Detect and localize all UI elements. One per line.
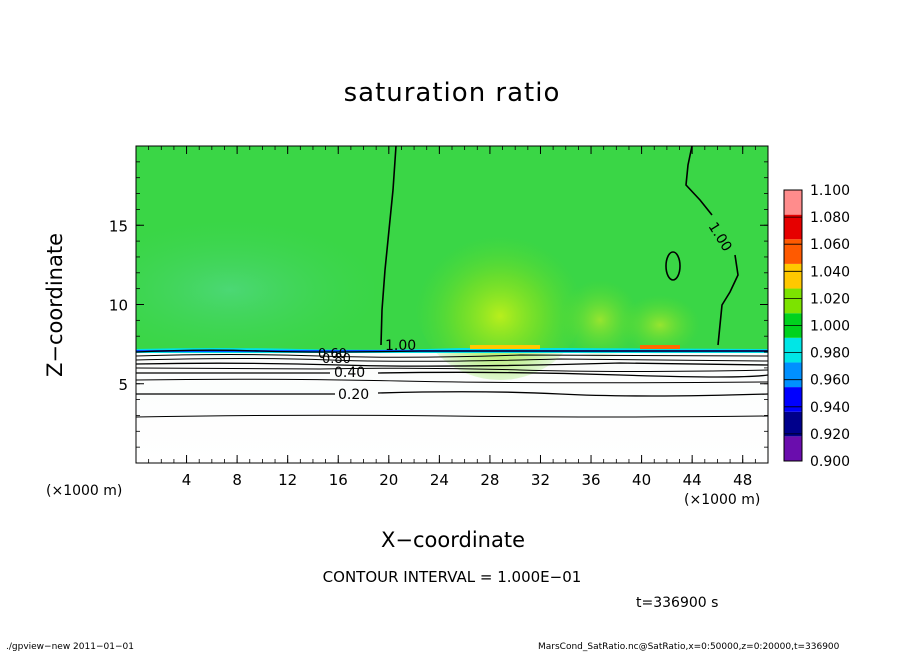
x-tick-label: 48 <box>733 471 752 489</box>
contour-line-0.90 <box>136 349 768 353</box>
x-tick-label: 44 <box>683 471 702 489</box>
x-axis-label: X−coordinate <box>381 528 525 552</box>
x-tick-label: 36 <box>581 471 600 489</box>
colorbar-swatch <box>784 263 802 289</box>
field-patch-center <box>415 220 585 380</box>
contour-label-1.00-a: 1.00 <box>385 338 416 354</box>
field-patch-center-right <box>560 280 640 360</box>
colorbar-label: 1.060 <box>810 237 850 253</box>
contour-line-0.30 <box>136 378 768 384</box>
x-tick-label: 32 <box>531 471 550 489</box>
x-ticks: 4 8 12 16 20 24 28 32 36 40 44 48 <box>148 146 756 489</box>
colorbar-swatch <box>784 214 802 240</box>
footer-right: MarsCond_SatRatio.nc@SatRatio,x=0:50000,… <box>538 642 840 652</box>
x-unit-right: (×1000 m) <box>684 492 761 508</box>
x-unit-left: (×1000 m) <box>46 483 123 499</box>
chart-title: saturation ratio <box>343 78 561 108</box>
colorbar-label: 1.020 <box>810 291 850 307</box>
y-tick-label: 5 <box>118 376 128 394</box>
contour-line-0.50 <box>136 367 768 372</box>
colorbar: 0.900 0.920 0.940 0.960 0.980 1.000 1.020 1.040… <box>783 183 850 470</box>
colorbar-swatch <box>784 288 802 314</box>
band-orange-b <box>640 345 680 349</box>
contour-line-1.00-a <box>380 146 397 346</box>
contour-line-0.20 <box>136 391 768 397</box>
colorbar-label: 0.900 <box>810 454 850 470</box>
field-patch-right <box>620 295 700 355</box>
x-tick-label: 12 <box>278 471 297 489</box>
colorbar-swatch <box>784 190 802 215</box>
colorbar-label: 1.080 <box>810 210 850 226</box>
colorbar-label: 1.040 <box>810 264 850 280</box>
contour-line-0.80 <box>136 354 768 358</box>
colorbar-swatch <box>784 239 802 264</box>
x-tick-label: 40 <box>632 471 651 489</box>
contour-label-0.40: 0.40 <box>334 365 365 381</box>
colorbar-label: 0.940 <box>810 400 850 416</box>
contour-line-0.60 <box>136 362 768 367</box>
y-ticks: 5 10 15 <box>109 161 768 448</box>
x-tick-label: 20 <box>379 471 398 489</box>
y-tick-label: 15 <box>109 217 128 235</box>
x-tick-label: 24 <box>430 471 449 489</box>
colorbar-label: 0.980 <box>810 346 850 362</box>
y-tick-label: 10 <box>109 297 128 315</box>
time-label: t=336900 s <box>636 595 719 611</box>
colorbar-swatch <box>784 337 802 363</box>
contour-line-0.70 <box>136 358 768 362</box>
colorbar-swatch <box>784 362 802 388</box>
colorbar-label: 1.000 <box>810 319 850 335</box>
colorbar-label: 0.920 <box>810 427 850 443</box>
field-patch-left <box>136 220 380 360</box>
colorbar-swatch <box>784 387 802 412</box>
contour-label-0.60: 0.60 <box>318 347 347 362</box>
contour-line-0.10 <box>136 414 768 418</box>
colorbar-label: 1.100 <box>810 183 850 199</box>
contour-interval: CONTOUR INTERVAL = 1.000E−01 <box>322 568 582 586</box>
x-tick-label: 4 <box>182 471 192 489</box>
colorbar-swatch <box>784 411 802 437</box>
colorbar-label: 0.960 <box>810 373 850 389</box>
contour-loop <box>665 251 681 281</box>
band-yellow-a <box>470 345 540 349</box>
x-tick-label: 28 <box>480 471 499 489</box>
contour-label-0.80: 0.80 <box>322 352 351 367</box>
colorbar-swatch <box>784 436 802 461</box>
footer-left: ./gpview−new 2011−01−01 <box>6 642 134 652</box>
contour-line-0.40 <box>136 371 768 378</box>
contour-label-0.20: 0.20 <box>338 387 369 403</box>
x-tick-label: 8 <box>232 471 242 489</box>
contour-line-1.00-b <box>685 146 739 346</box>
x-tick-label: 16 <box>329 471 348 489</box>
